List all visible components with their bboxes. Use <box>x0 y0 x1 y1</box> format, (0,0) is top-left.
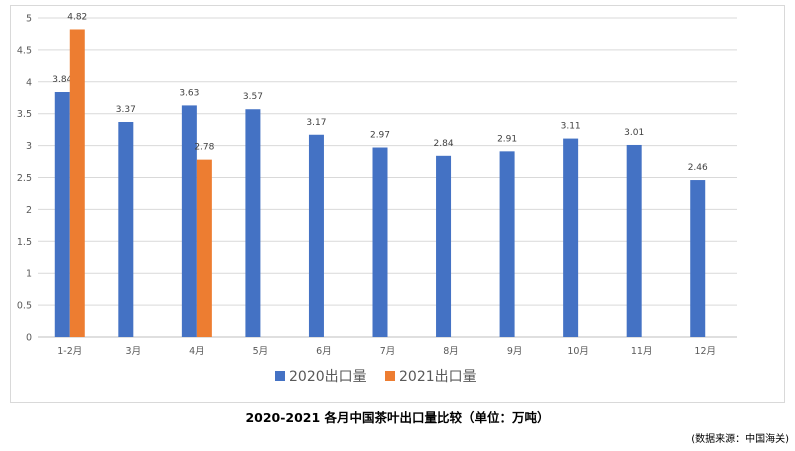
bar-2020 <box>372 147 388 337</box>
bar-2020 <box>499 151 515 337</box>
legend-label: 2021出口量 <box>399 369 477 385</box>
data-label: 2.78 <box>194 143 214 153</box>
data-label: 2.91 <box>497 134 517 144</box>
bar-2020 <box>118 121 134 337</box>
data-label: 2.97 <box>370 131 390 141</box>
bar-2020 <box>181 105 197 337</box>
legend-swatch <box>385 371 395 381</box>
y-tick-label: 4 <box>26 77 32 88</box>
data-label: 4.82 <box>67 12 87 22</box>
data-label: 3.11 <box>561 122 581 132</box>
x-tick-label: 12月 <box>694 346 716 357</box>
bar-2020 <box>245 109 261 337</box>
x-tick-label: 8月 <box>443 346 459 357</box>
data-label: 3.57 <box>243 92 263 102</box>
bar-2020 <box>690 180 706 337</box>
y-tick-label: 2.5 <box>17 173 32 184</box>
bar-2020 <box>308 134 324 337</box>
x-tick-label: 1-2月 <box>57 346 82 357</box>
data-label: 3.37 <box>116 105 136 115</box>
data-label: 2.84 <box>434 139 454 149</box>
data-label: 3.01 <box>624 128 644 138</box>
y-tick-label: 5 <box>26 14 32 25</box>
data-label: 2.46 <box>688 163 708 173</box>
y-tick-label: 3 <box>26 141 32 152</box>
legend-swatch <box>275 371 285 381</box>
x-tick-label: 10月 <box>567 346 589 357</box>
x-tick-label: 4月 <box>189 346 205 357</box>
data-label: 3.17 <box>306 118 326 128</box>
chart-caption: 2020-2021 各月中国茶叶出口量比较（单位：万吨） <box>245 410 550 425</box>
y-tick-label: 3.5 <box>17 109 32 120</box>
bar-2020 <box>436 155 452 337</box>
data-label: 3.84 <box>52 75 72 85</box>
x-tick-label: 6月 <box>316 346 332 357</box>
y-tick-label: 1.5 <box>17 237 32 248</box>
x-tick-label: 11月 <box>631 346 653 357</box>
y-tick-label: 2 <box>26 205 32 216</box>
bar-2020 <box>54 92 70 338</box>
y-tick-label: 1 <box>26 269 32 280</box>
source-note: (数据来源：中国海关) <box>691 434 789 445</box>
bar-2020 <box>626 144 642 337</box>
bar-2021 <box>69 29 85 337</box>
bar-chart: 0 0.5 1 1.5 2 2.5 3 3.5 4 4.5 5 1-2月 3.84 4.82 3月 3.37 4… <box>17 12 737 385</box>
y-tick-label: 0 <box>26 333 32 344</box>
y-tick-label: 4.5 <box>17 45 32 56</box>
y-tick-label: 0.5 <box>17 301 32 312</box>
x-tick-label: 5月 <box>253 346 269 357</box>
data-label: 3.63 <box>179 88 199 98</box>
bar-2020 <box>563 138 579 337</box>
bar-2021 <box>196 159 212 337</box>
legend-label: 2020出口量 <box>289 369 367 385</box>
x-tick-label: 7月 <box>380 346 396 357</box>
x-tick-label: 9月 <box>507 346 523 357</box>
x-tick-label: 3月 <box>126 346 142 357</box>
